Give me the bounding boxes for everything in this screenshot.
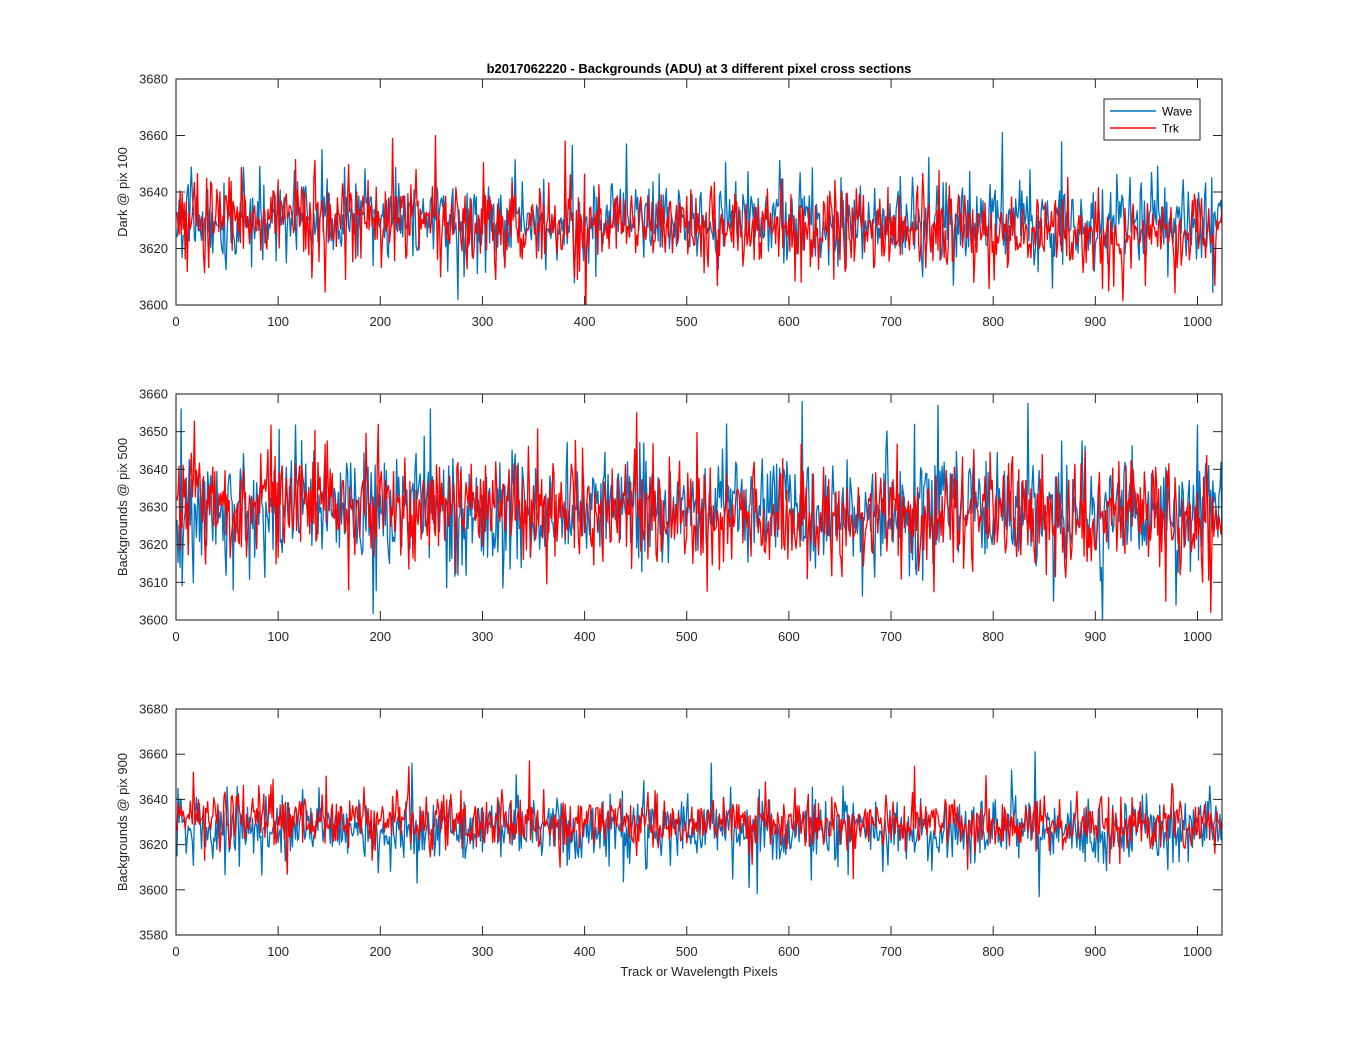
series-line-wave (176, 132, 1222, 300)
legend: Wave Trk (1103, 98, 1201, 141)
x-tick-label: 900 (1084, 944, 1106, 959)
subplots: 0 100 200 300 400 500 600 700 800 900 100036003620… (115, 72, 1223, 959)
series-group (176, 400, 1222, 620)
x-tick-label: 700 (880, 944, 902, 959)
y-tick-label: 3620 (139, 537, 168, 552)
y-tick-label: 3600 (139, 298, 168, 313)
x-tick-label: 300 (472, 314, 494, 329)
figure-title: b2017062220 - Backgrounds (ADU) at 3 dif… (487, 61, 912, 76)
x-tick-label: 1000 (1183, 944, 1212, 959)
subplot-3: 0 100 200 300 400 500 600 700 800 900 1000 3580 3600… (115, 702, 1223, 959)
x-axis-label: Track or Wavelength Pixels (620, 964, 778, 979)
x-tick-label: 500 (676, 629, 698, 644)
x-tick-label: 200 (369, 629, 391, 644)
y-tick-label: 3660 (139, 387, 168, 402)
legend-label-wave: Wave (1162, 105, 1193, 119)
x-tick-label: 800 (982, 629, 1004, 644)
y-tick-label: 3650 (139, 424, 168, 439)
x-tick-label: 300 (472, 629, 494, 644)
x-tick-label: 600 (778, 944, 800, 959)
x-tick-label: 900 (1084, 629, 1106, 644)
series-line-trk (176, 412, 1222, 614)
y-tick-label: 3640 (139, 462, 168, 477)
y-tick-label: 3630 (139, 500, 168, 515)
x-tick-label: 800 (982, 944, 1004, 959)
y-axis-label: Backgrounds @ pix 500 (115, 438, 130, 576)
x-tick-label: 200 (369, 944, 391, 959)
y-tick-label: 3660 (139, 128, 168, 143)
y-tick-label: 3680 (139, 702, 168, 717)
y-tick-label: 3610 (139, 575, 168, 590)
y-tick-label: 3640 (139, 792, 168, 807)
x-tick-label: 100 (267, 314, 289, 329)
axes-box (175, 708, 1223, 936)
x-tick-label: 800 (982, 314, 1004, 329)
subplot-2: 0 100 200 300 400 500 600 700 800 900 1000 3600 3610… (115, 387, 1223, 644)
y-tick-label: 3620 (139, 837, 168, 852)
x-tick-label: 300 (472, 944, 494, 959)
x-tick-label: 900 (1084, 314, 1106, 329)
subplot-1: 0 100 200 300 400 500 600 700 800 900 1000 3600 3620… (115, 72, 1223, 329)
x-tick-label: 500 (676, 314, 698, 329)
y-axis-label: Dark @ pix 100 (115, 147, 130, 237)
series-line-trk (176, 134, 1222, 305)
legend-box (1103, 98, 1201, 141)
x-tick-label: 100 (267, 944, 289, 959)
x-tick-label: 400 (574, 629, 596, 644)
x-tick-label: 500 (676, 944, 698, 959)
x-tick-label: 700 (880, 629, 902, 644)
x-tick-label: 0 (172, 629, 179, 644)
x-tick-label: 600 (778, 314, 800, 329)
y-tick-label: 3680 (139, 72, 168, 87)
y-tick-label: 3600 (139, 882, 168, 897)
series-line-trk (176, 760, 1222, 880)
legend-label-trk: Trk (1162, 122, 1180, 136)
y-tick-label: 3600 (139, 613, 168, 628)
x-tick-label: 1000 (1183, 629, 1212, 644)
x-tick-label: 1000 (1183, 314, 1212, 329)
x-tick-label: 200 (369, 314, 391, 329)
x-tick-label: 100 (267, 629, 289, 644)
plot-area (176, 79, 1222, 305)
y-tick-label: 3640 (139, 185, 168, 200)
series-group (176, 751, 1222, 898)
series-group (176, 132, 1222, 305)
x-tick-label: 0 (172, 314, 179, 329)
x-tick-label: 600 (778, 629, 800, 644)
x-tick-label: 400 (574, 944, 596, 959)
x-tick-label: 700 (880, 314, 902, 329)
y-axis-label: Backgrounds @ pix 900 (115, 753, 130, 891)
x-tick-label: 0 (172, 944, 179, 959)
y-tick-label: 3660 (139, 747, 168, 762)
x-tick-label: 400 (574, 314, 596, 329)
y-tick-label: 3620 (139, 241, 168, 256)
y-tick-label: 3580 (139, 928, 168, 943)
